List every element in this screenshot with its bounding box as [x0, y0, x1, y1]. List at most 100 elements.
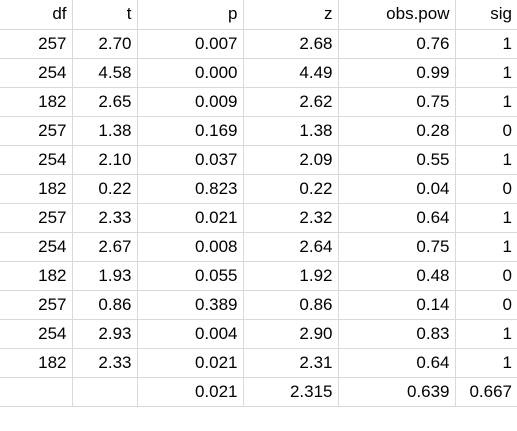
data-cell: 0.76	[337, 28, 456, 59]
data-cell: 0	[454, 260, 517, 291]
data-row: 182 2.33 0.021 2.31 0.64 1	[0, 347, 517, 378]
data-cell: 0.86	[242, 289, 339, 320]
data-cell: 0	[454, 289, 517, 320]
data-cell: 0.055	[136, 260, 244, 291]
data-cell: 0.008	[136, 231, 244, 262]
data-cell: 0.22	[242, 173, 339, 204]
header-cell: obs.pow	[337, 0, 456, 30]
data-cell: 2.90	[242, 318, 339, 349]
data-cell: 182	[0, 86, 73, 117]
data-row: 257 1.38 0.169 1.38 0.28 0	[0, 115, 517, 146]
data-cell: 1.93	[71, 260, 138, 291]
data-cell: 1	[454, 347, 517, 378]
spreadsheet: df t p z obs.pow sig 257 2.70 0.007 2.68 0.76 1 254 4…	[0, 0, 517, 407]
data-cell: 0.83	[337, 318, 456, 349]
data-cell: 257	[0, 202, 73, 233]
data-cell: 1	[454, 231, 517, 262]
data-cell: 1	[454, 318, 517, 349]
data-cell: 0.021	[136, 347, 244, 378]
summary-cell: 0.667	[454, 376, 517, 407]
header-cell: t	[71, 0, 138, 30]
data-cell: 0.55	[337, 144, 456, 175]
data-cell: 0.000	[136, 57, 244, 88]
summary-cell: 2.315	[242, 376, 339, 407]
data-cell: 1.92	[242, 260, 339, 291]
data-cell: 0.86	[71, 289, 138, 320]
data-cell: 2.10	[71, 144, 138, 175]
data-row: 257 2.70 0.007 2.68 0.76 1	[0, 28, 517, 59]
data-cell: 2.93	[71, 318, 138, 349]
data-cell: 0.037	[136, 144, 244, 175]
data-cell: 2.31	[242, 347, 339, 378]
data-cell: 0.009	[136, 86, 244, 117]
data-cell: 2.33	[71, 347, 138, 378]
header-row: df t p z obs.pow sig	[0, 0, 517, 30]
data-cell: 0.004	[136, 318, 244, 349]
data-cell: 0.22	[71, 173, 138, 204]
data-cell: 2.62	[242, 86, 339, 117]
data-cell: 2.09	[242, 144, 339, 175]
data-cell: 0	[454, 115, 517, 146]
data-cell: 0.48	[337, 260, 456, 291]
data-cell: 182	[0, 173, 73, 204]
data-row: 257 2.33 0.021 2.32 0.64 1	[0, 202, 517, 233]
data-cell: 2.33	[71, 202, 138, 233]
data-cell: 1	[454, 144, 517, 175]
data-cell: 0.14	[337, 289, 456, 320]
empty-cell	[0, 376, 73, 407]
data-cell: 4.58	[71, 57, 138, 88]
data-cell: 0.64	[337, 202, 456, 233]
data-cell: 0.28	[337, 115, 456, 146]
data-row: 254 2.93 0.004 2.90 0.83 1	[0, 318, 517, 349]
data-cell: 0.169	[136, 115, 244, 146]
data-cell: 182	[0, 260, 73, 291]
data-row: 182 2.65 0.009 2.62 0.75 1	[0, 86, 517, 117]
data-row: 254 2.67 0.008 2.64 0.75 1	[0, 231, 517, 262]
data-cell: 1	[454, 57, 517, 88]
summary-row: 0.021 2.315 0.639 0.667	[0, 376, 517, 407]
header-cell: p	[136, 0, 244, 30]
data-cell: 182	[0, 347, 73, 378]
data-cell: 257	[0, 289, 73, 320]
data-cell: 254	[0, 231, 73, 262]
header-cell: df	[0, 0, 73, 30]
data-cell: 254	[0, 144, 73, 175]
summary-cell: 0.021	[136, 376, 244, 407]
data-cell: 0.007	[136, 28, 244, 59]
data-cell: 1	[454, 86, 517, 117]
data-cell: 1	[454, 28, 517, 59]
header-cell: z	[242, 0, 339, 30]
data-row: 182 0.22 0.823 0.22 0.04 0	[0, 173, 517, 204]
data-cell: 0.99	[337, 57, 456, 88]
data-cell: 1.38	[242, 115, 339, 146]
empty-cell	[71, 376, 138, 407]
data-cell: 0.389	[136, 289, 244, 320]
data-row: 254 4.58 0.000 4.49 0.99 1	[0, 57, 517, 88]
data-cell: 2.65	[71, 86, 138, 117]
table-body: df t p z obs.pow sig 257 2.70 0.007 2.68 0.76 1 254 4…	[0, 0, 517, 407]
data-cell: 2.64	[242, 231, 339, 262]
data-cell: 1.38	[71, 115, 138, 146]
data-cell: 0.64	[337, 347, 456, 378]
data-cell: 0.823	[136, 173, 244, 204]
data-cell: 0	[454, 173, 517, 204]
data-cell: 0.75	[337, 231, 456, 262]
data-cell: 2.32	[242, 202, 339, 233]
data-row: 257 0.86 0.389 0.86 0.14 0	[0, 289, 517, 320]
data-cell: 2.70	[71, 28, 138, 59]
data-cell: 254	[0, 57, 73, 88]
data-cell: 2.68	[242, 28, 339, 59]
data-cell: 1	[454, 202, 517, 233]
header-cell: sig	[454, 0, 517, 30]
data-cell: 254	[0, 318, 73, 349]
data-cell: 257	[0, 115, 73, 146]
data-cell: 0.04	[337, 173, 456, 204]
data-cell: 0.75	[337, 86, 456, 117]
data-cell: 2.67	[71, 231, 138, 262]
data-row: 254 2.10 0.037 2.09 0.55 1	[0, 144, 517, 175]
data-cell: 4.49	[242, 57, 339, 88]
summary-cell: 0.639	[337, 376, 456, 407]
data-row: 182 1.93 0.055 1.92 0.48 0	[0, 260, 517, 291]
data-cell: 257	[0, 28, 73, 59]
